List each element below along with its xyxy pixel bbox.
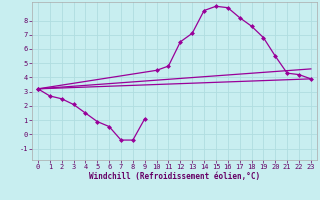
X-axis label: Windchill (Refroidissement éolien,°C): Windchill (Refroidissement éolien,°C) [89,172,260,181]
